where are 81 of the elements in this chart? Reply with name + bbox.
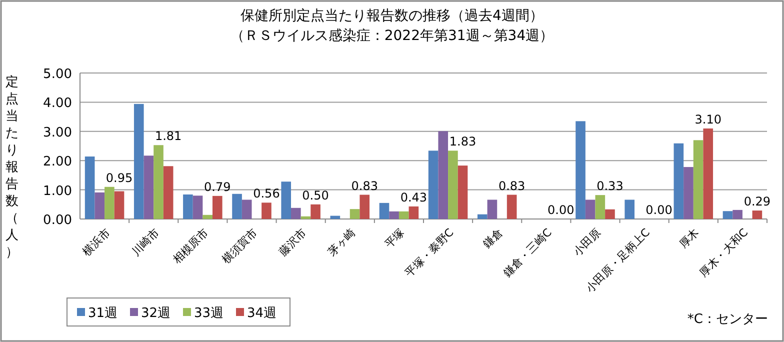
- legend-label: 32週: [141, 306, 171, 321]
- bar: [281, 182, 292, 219]
- text: *C：センター: [687, 312, 768, 327]
- data-label: 0.29: [744, 194, 771, 209]
- bar: [202, 214, 212, 219]
- bar: [84, 156, 95, 219]
- bar: [722, 211, 733, 219]
- bar: [458, 166, 468, 219]
- bar: [192, 196, 203, 219]
- bar: [576, 121, 586, 219]
- bar: [624, 200, 635, 219]
- bar: [134, 104, 144, 219]
- bar: [232, 194, 242, 219]
- bar: [330, 216, 340, 219]
- bar: [732, 210, 742, 219]
- bar: [693, 140, 704, 219]
- bar: [360, 194, 370, 219]
- bar: [752, 210, 762, 219]
- text: 定点当たり報告数（人）: [6, 75, 18, 260]
- data-label: 0.33: [596, 179, 624, 194]
- data-label: 0.56: [253, 186, 280, 201]
- y-tick-label: 1.00: [43, 184, 72, 199]
- bar: [183, 194, 193, 219]
- bar: [684, 167, 694, 219]
- legend-label: 33週: [194, 306, 224, 321]
- data-label: 0.83: [498, 178, 526, 193]
- bar: [212, 196, 222, 219]
- bar: [242, 200, 252, 219]
- data-label: 1.83: [449, 134, 476, 149]
- data-label: 0.00: [548, 203, 574, 217]
- bar: [310, 204, 320, 219]
- data-label: 0.83: [351, 178, 378, 193]
- bar: [389, 211, 399, 219]
- x-tick-label: 相模原市: [170, 226, 211, 266]
- legend-label: 34週: [247, 306, 277, 321]
- bar: [262, 202, 272, 219]
- data-label: 3.10: [694, 112, 722, 126]
- bar: [487, 200, 498, 219]
- data-label: 0.50: [302, 188, 329, 202]
- bar: [585, 200, 596, 219]
- bar: [448, 150, 458, 219]
- data-label: 0.00: [646, 203, 672, 217]
- data-label: 1.81: [154, 129, 182, 144]
- bar: [703, 128, 714, 219]
- y-tick-label: 4.00: [43, 96, 72, 112]
- x-tick-label: 川崎市: [129, 226, 162, 258]
- bar: [408, 206, 419, 219]
- y-tick-label: 0.00: [43, 213, 72, 228]
- bar: [350, 209, 360, 219]
- bar: [428, 150, 438, 219]
- bar: [163, 166, 174, 219]
- bar: [674, 143, 684, 219]
- bar: [595, 195, 606, 219]
- y-tick-label: 2.00: [43, 154, 72, 170]
- data-label: 0.79: [204, 180, 231, 194]
- x-tick-label: 茅ヶ崎: [325, 226, 358, 258]
- y-tick-label: 5.00: [43, 67, 72, 82]
- bar: [291, 208, 301, 219]
- bar: [398, 211, 409, 219]
- bar: [144, 156, 154, 219]
- x-tick-label: 横浜市: [80, 226, 113, 258]
- chart-subtitle: （ＲＳウイルス感染症：2022年第31週～第34週）: [230, 28, 554, 44]
- bar: [300, 216, 311, 219]
- bar: [154, 145, 164, 219]
- bar: [605, 209, 615, 219]
- data-label: 0.43: [400, 190, 428, 204]
- x-tick-label: 藤沢市: [276, 226, 309, 258]
- bar: [379, 202, 390, 219]
- bar: [506, 194, 517, 219]
- y-tick-label: 3.00: [43, 125, 72, 140]
- chart-title: 保健所別定点当たり報告数の推移（過去4週間）: [240, 8, 544, 24]
- bar: [104, 186, 114, 219]
- x-tick-label: 横須賀市: [220, 226, 260, 266]
- x-tick-label: 鎌倉: [480, 226, 506, 251]
- bar: [114, 191, 124, 219]
- bar: [438, 131, 448, 219]
- data-label: 0.95: [106, 170, 133, 185]
- bar: [94, 192, 105, 219]
- bar: [477, 214, 488, 219]
- x-tick-label: 小田原: [570, 226, 604, 258]
- legend-label: 31週: [88, 306, 118, 321]
